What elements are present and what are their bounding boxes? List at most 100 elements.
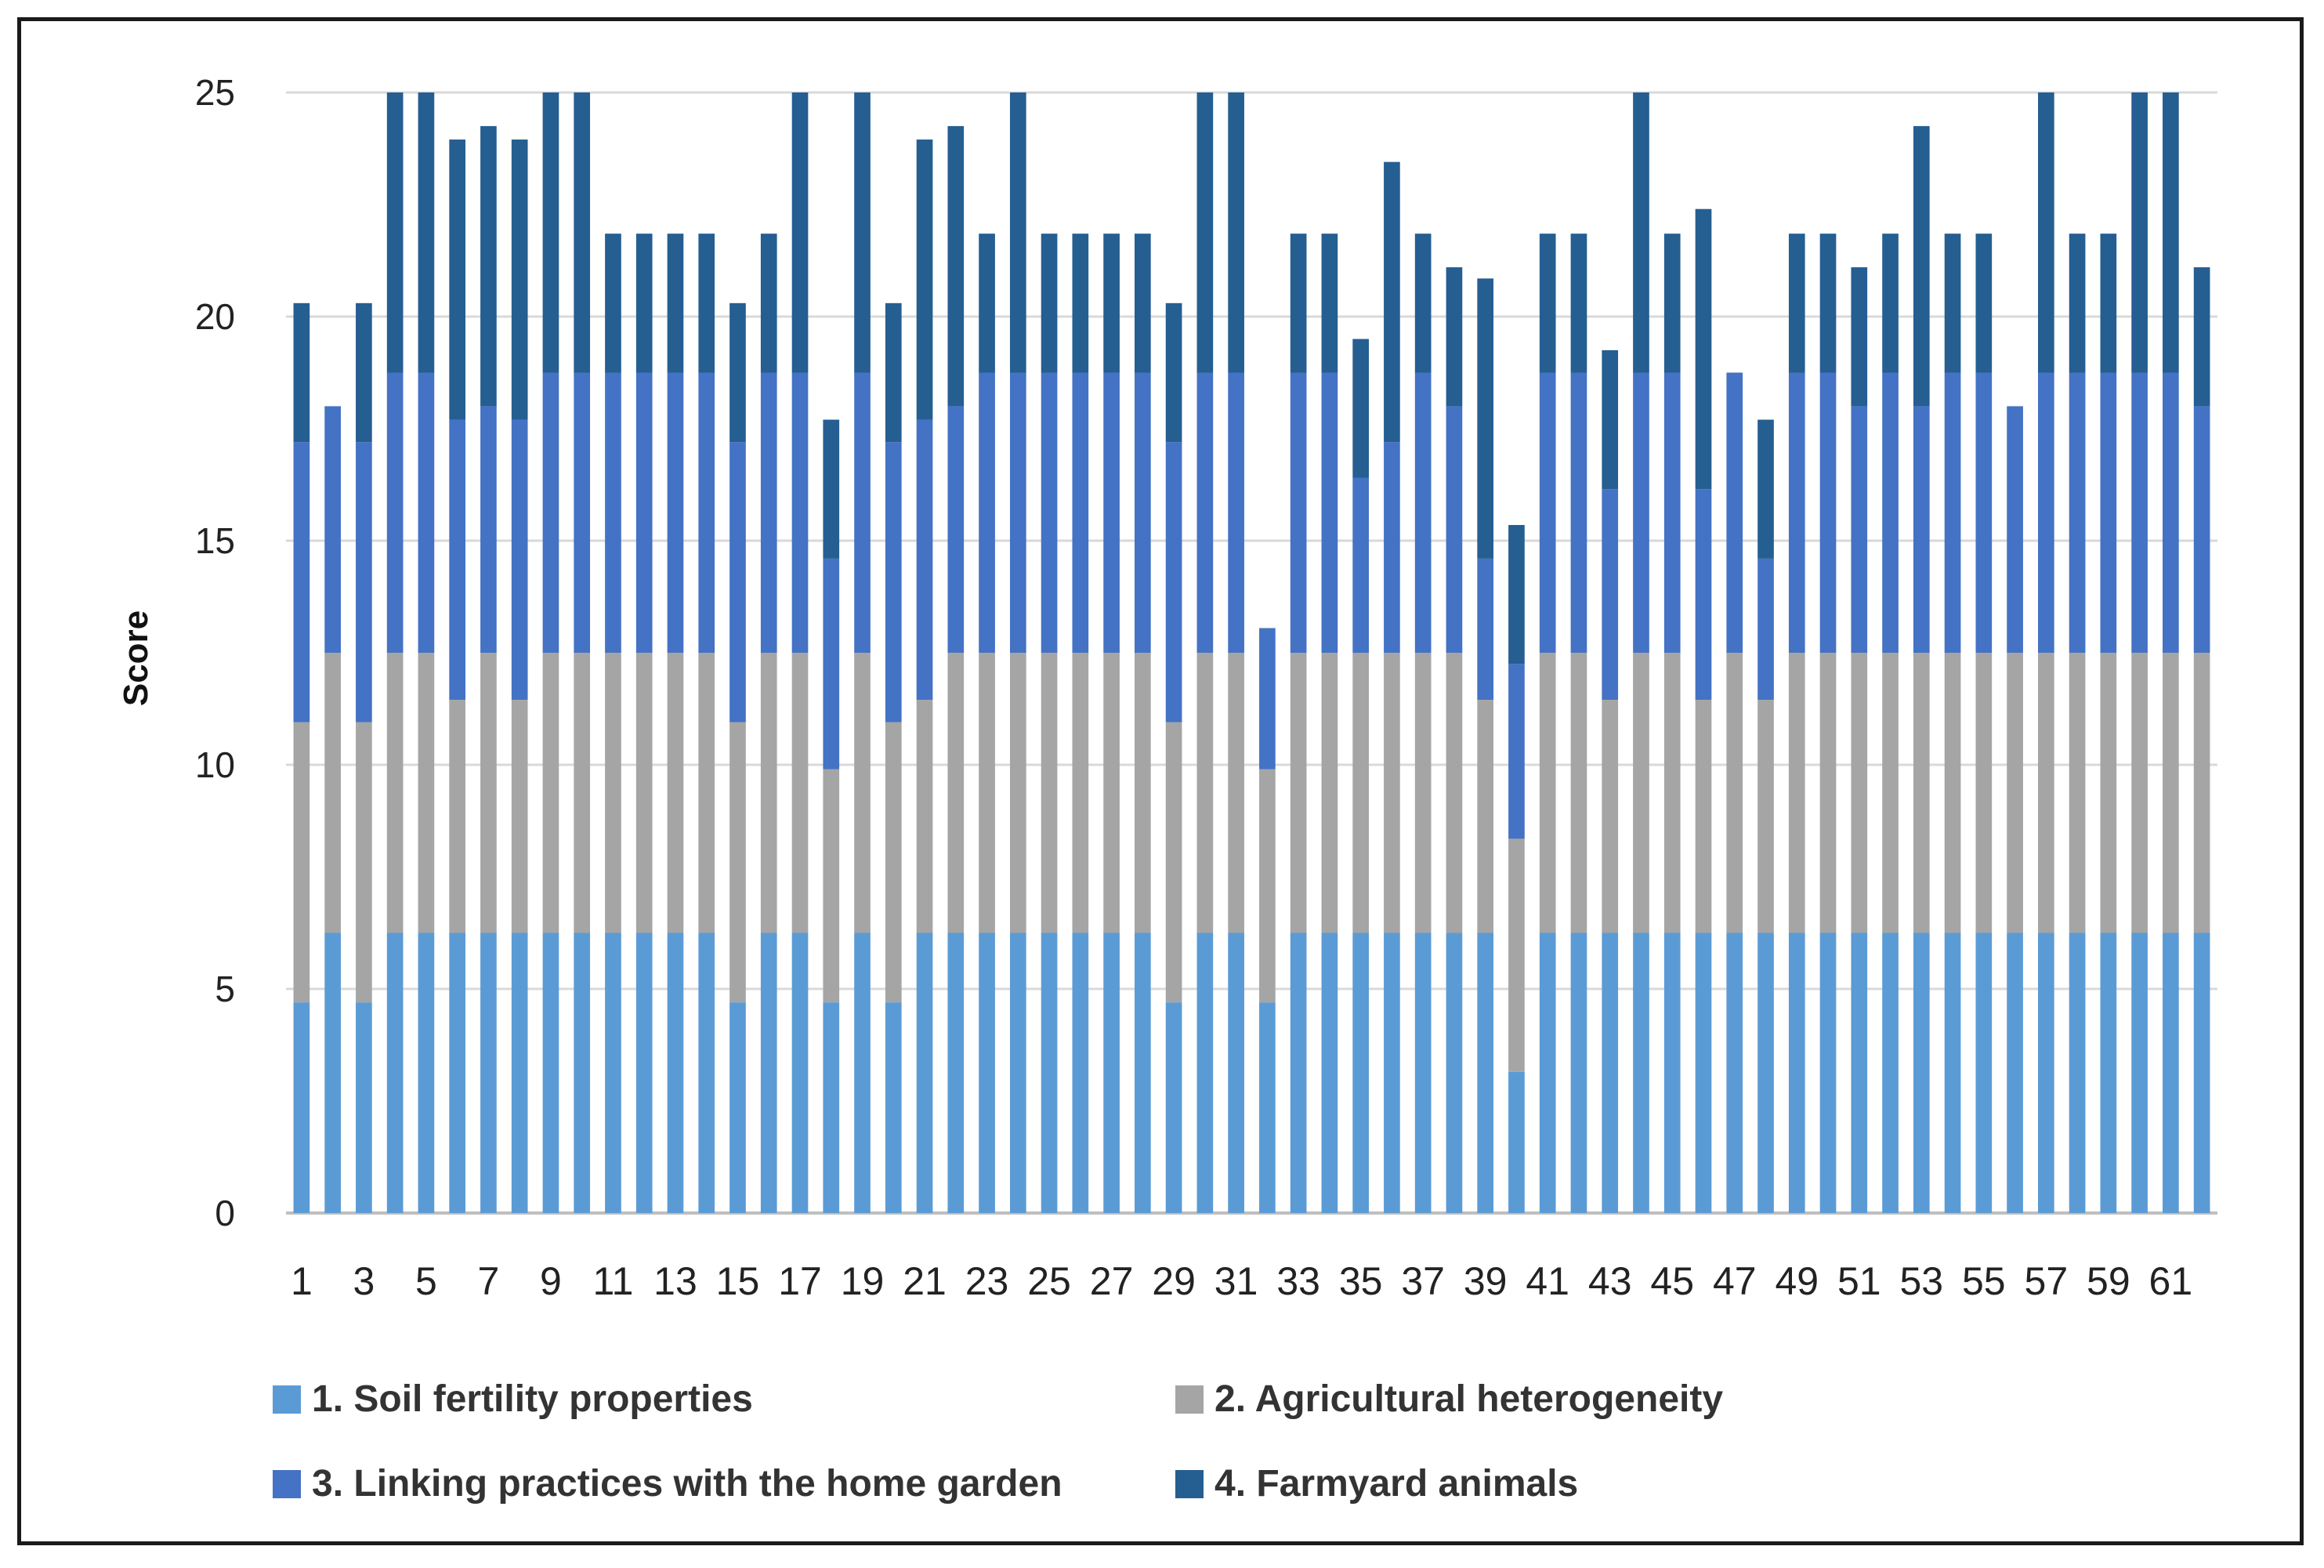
bar-segment-s1-cat-25	[1041, 932, 1058, 1213]
bar-segment-s2-cat-8	[511, 700, 528, 933]
bar-segment-s3-cat-10	[574, 372, 591, 653]
bar-segment-s1-cat-2	[324, 932, 341, 1213]
bar-segment-s2-cat-62	[2193, 653, 2210, 933]
bar-segment-s4-cat-44	[1633, 92, 1649, 373]
bar-segment-s2-cat-36	[1384, 653, 1400, 933]
x-tick-label: 17	[778, 1259, 822, 1303]
bar-segment-s1-cat-52	[1882, 932, 1899, 1213]
bar-segment-s4-cat-14	[698, 234, 715, 373]
bar-segment-s1-cat-29	[1165, 1002, 1182, 1213]
bar-segment-s1-cat-27	[1103, 932, 1120, 1213]
x-tick-label: 61	[2149, 1259, 2193, 1303]
bar-segment-s1-cat-6	[449, 932, 466, 1213]
bar-segment-s4-cat-49	[1788, 234, 1805, 373]
bar-segment-s2-cat-50	[1819, 653, 1837, 933]
x-tick-label: 23	[965, 1259, 1009, 1303]
bar-segment-s3-cat-43	[1602, 489, 1619, 701]
bar-segment-s3-cat-61	[2163, 372, 2179, 653]
y-axis-label: Score	[117, 610, 155, 706]
bar-segment-s4-cat-31	[1228, 92, 1244, 373]
bar-segment-s4-cat-35	[1352, 339, 1369, 478]
bar-segment-s3-cat-42	[1570, 372, 1587, 653]
y-tick-label: 25	[195, 72, 235, 113]
bar-segment-s2-cat-43	[1602, 700, 1619, 933]
bar-segment-s3-cat-57	[2037, 372, 2054, 653]
bar-segment-s4-cat-23	[979, 234, 995, 373]
bar-segment-s2-cat-15	[729, 722, 746, 1003]
bar-segment-s2-cat-46	[1695, 700, 1712, 933]
bar-segment-s3-cat-23	[979, 372, 995, 653]
bar-segment-s4-cat-15	[729, 302, 746, 443]
bar-segment-s2-cat-11	[605, 653, 621, 933]
x-tick-label: 31	[1214, 1259, 1258, 1303]
x-tick-label: 29	[1152, 1259, 1196, 1303]
bar-segment-s3-cat-53	[1913, 406, 1930, 653]
bar-segment-s3-cat-34	[1321, 372, 1338, 653]
bar-segment-s4-cat-10	[574, 92, 591, 373]
bar-segment-s1-cat-18	[823, 1002, 840, 1213]
bar-segment-s3-cat-27	[1103, 372, 1120, 653]
bar-segment-s4-cat-8	[511, 139, 528, 420]
bar-segment-s4-cat-30	[1196, 92, 1214, 373]
bar-segment-s2-cat-5	[418, 653, 435, 933]
bar-segment-s1-cat-51	[1851, 932, 1868, 1213]
x-tick-label: 43	[1588, 1259, 1632, 1303]
bar-segment-s1-cat-55	[1975, 932, 1993, 1213]
bar-segment-s2-cat-56	[2007, 653, 2023, 933]
bar-segment-s2-cat-49	[1788, 653, 1805, 933]
bar-segment-s1-cat-62	[2193, 932, 2210, 1213]
bar-segment-s2-cat-59	[2100, 653, 2117, 933]
bar-segment-s3-cat-20	[885, 442, 902, 722]
bar-segment-s2-cat-42	[1570, 653, 1587, 933]
bar-segment-s4-cat-45	[1663, 234, 1681, 373]
bar-segment-s2-cat-22	[947, 653, 965, 933]
x-tick-label: 37	[1401, 1259, 1445, 1303]
bar-segment-s3-cat-39	[1477, 558, 1494, 701]
bar-segment-s2-cat-35	[1352, 653, 1369, 933]
y-tick-label: 5	[215, 969, 235, 1009]
x-tick-label: 51	[1837, 1259, 1881, 1303]
bar-segment-s1-cat-41	[1539, 932, 1556, 1213]
bar-segment-s1-cat-61	[2163, 932, 2179, 1213]
bar-segment-s1-cat-4	[386, 932, 404, 1213]
bar-series	[293, 92, 2210, 1213]
x-tick-label: 39	[1464, 1259, 1508, 1303]
bar-segment-s2-cat-21	[916, 700, 933, 933]
bar-segment-s1-cat-14	[698, 932, 715, 1213]
bar-segment-s4-cat-50	[1819, 234, 1837, 373]
bar-segment-s4-cat-28	[1135, 234, 1151, 373]
bar-segment-s4-cat-17	[791, 92, 809, 373]
bar-segment-s3-cat-6	[449, 419, 466, 701]
bar-segment-s3-cat-28	[1135, 372, 1151, 653]
bar-segment-s2-cat-47	[1726, 653, 1743, 933]
bar-segment-s4-cat-46	[1695, 208, 1712, 490]
bar-segment-s4-cat-13	[667, 234, 684, 373]
bar-segment-s1-cat-24	[1009, 932, 1026, 1213]
bar-segment-s4-cat-12	[635, 234, 653, 373]
x-tick-label: 59	[2087, 1259, 2130, 1303]
bar-segment-s4-cat-54	[1944, 234, 1961, 373]
bar-segment-s4-cat-43	[1602, 349, 1619, 490]
bar-segment-s1-cat-16	[760, 932, 777, 1213]
bar-segment-s1-cat-57	[2037, 932, 2054, 1213]
bar-segment-s2-cat-28	[1135, 653, 1151, 933]
bar-segment-s4-cat-36	[1384, 161, 1400, 443]
bar-segment-s1-cat-49	[1788, 932, 1805, 1213]
bar-segment-s1-cat-11	[605, 932, 621, 1213]
x-tick-label: 47	[1713, 1259, 1757, 1303]
bar-segment-s3-cat-24	[1009, 372, 1026, 653]
bar-segment-s2-cat-10	[574, 653, 591, 933]
bar-segment-s4-cat-53	[1913, 125, 1930, 407]
bar-segment-s2-cat-38	[1446, 653, 1463, 933]
x-tick-label: 41	[1526, 1259, 1569, 1303]
bar-segment-s3-cat-54	[1944, 372, 1961, 653]
bar-segment-s1-cat-48	[1757, 932, 1774, 1213]
x-tick-label: 55	[1962, 1259, 2006, 1303]
bar-segment-s1-cat-32	[1259, 1002, 1276, 1213]
bar-segment-s3-cat-2	[324, 406, 341, 653]
x-tick-label: 33	[1276, 1259, 1320, 1303]
x-tick-label: 13	[653, 1259, 697, 1303]
bar-segment-s1-cat-1	[293, 1002, 310, 1213]
bar-segment-s1-cat-60	[2131, 932, 2148, 1213]
